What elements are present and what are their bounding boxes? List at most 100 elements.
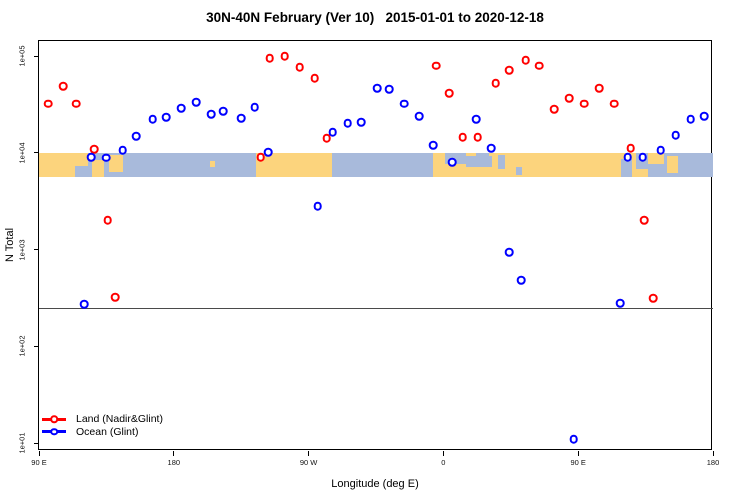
data-point-land: [491, 78, 501, 88]
data-point-ocean: [428, 140, 438, 150]
map-ocean-region: [475, 152, 490, 159]
plot-area: 90 E 180 90 W 0 90 E 180 1e+01 1e+02 1e+03 1e+04 1…: [18, 40, 719, 467]
data-point-ocean: [132, 131, 141, 141]
data-point-land: [505, 65, 514, 75]
data-point-ocean: [250, 102, 259, 112]
data-point-ocean: [400, 99, 409, 109]
map-land-region: [256, 152, 332, 178]
map-ocean-region: [497, 154, 505, 170]
y-tick-mark: [34, 152, 39, 154]
data-point-land: [534, 61, 544, 71]
data-point-ocean: [385, 84, 394, 94]
data-point-land: [458, 132, 468, 142]
data-point-land: [90, 144, 99, 154]
legend-entry-land: Land (Nadir&Glint): [42, 413, 163, 426]
data-point-ocean: [356, 117, 366, 127]
data-point-ocean: [162, 112, 171, 122]
data-point-land: [265, 53, 274, 63]
data-point-land: [103, 215, 113, 225]
data-point-ocean: [313, 201, 322, 211]
data-point-land: [594, 83, 604, 93]
legend: Land (Nadir&Glint) Ocean (Glint): [42, 413, 163, 438]
data-point-ocean: [671, 130, 680, 140]
x-tick-mark: [442, 451, 444, 456]
legend-circle-land-icon: [50, 415, 58, 424]
data-point-ocean: [569, 434, 578, 444]
x-axis-label: Longitude (deg E): [331, 478, 419, 490]
map-ocean-region: [516, 167, 522, 175]
data-point-land: [521, 55, 531, 65]
data-point-land: [280, 51, 289, 61]
data-point-ocean: [148, 114, 158, 124]
data-point-ocean: [87, 152, 96, 162]
data-point-land: [256, 152, 265, 162]
data-point-ocean: [191, 97, 201, 107]
y-tick-label: 1e+04: [17, 142, 27, 164]
data-point-ocean: [516, 275, 526, 285]
world-map-strip: [39, 152, 713, 178]
y-tick-mark: [34, 249, 39, 250]
data-point-ocean: [206, 109, 216, 119]
data-point-land: [579, 99, 589, 109]
data-point-land: [111, 293, 120, 302]
data-point-land: [295, 62, 304, 72]
map-land-region: [109, 155, 123, 173]
data-point-ocean: [487, 143, 496, 153]
data-point-land: [639, 215, 649, 225]
data-point-land: [310, 73, 319, 83]
data-point-ocean: [263, 147, 273, 157]
x-tick-label: 90 W: [299, 458, 318, 467]
data-point-ocean: [686, 114, 695, 124]
x-tick-mark: [173, 451, 175, 456]
x-tick-label: 0: [441, 458, 446, 467]
legend-circle-ocean-icon: [50, 427, 58, 436]
map-ocean-region: [466, 155, 492, 167]
x-tick-mark: [308, 451, 310, 456]
y-tick-mark: [34, 55, 39, 57]
x-tick-mark: [712, 451, 714, 456]
legend-marker-ocean: [42, 427, 66, 437]
data-point-land: [322, 133, 331, 143]
data-point-ocean: [373, 83, 382, 93]
x-tick-label: 180: [706, 458, 720, 467]
map-land-region: [91, 160, 104, 178]
y-tick-mark: [34, 345, 39, 347]
y-tick-mark: [34, 442, 39, 444]
data-point-land: [431, 61, 441, 71]
data-point-ocean: [472, 114, 481, 124]
y-tick-label: 1e+03: [17, 238, 27, 261]
data-point-ocean: [699, 111, 709, 121]
map-land-region: [210, 161, 215, 168]
y-axis-label: N Total: [4, 227, 16, 263]
data-point-ocean: [448, 157, 457, 167]
data-point-land: [445, 88, 454, 98]
data-point-land: [609, 99, 619, 109]
data-point-land: [72, 99, 81, 109]
data-point-ocean: [615, 298, 625, 308]
data-point-land: [626, 143, 635, 153]
data-point-ocean: [118, 145, 128, 155]
x-tick-label: 90 E: [31, 458, 47, 467]
data-point-ocean: [328, 127, 337, 137]
map-ocean-region: [620, 158, 633, 178]
data-point-land: [58, 81, 68, 91]
data-point-ocean: [638, 152, 647, 162]
legend-marker-land: [42, 414, 66, 424]
legend-entry-ocean: Ocean (Glint): [42, 426, 163, 439]
x-tick-label: 90 E: [570, 458, 586, 467]
data-point-ocean: [102, 153, 111, 162]
y-tick-label: 1e+05: [17, 45, 27, 67]
data-point-ocean: [236, 113, 246, 123]
data-point-ocean: [505, 247, 514, 257]
map-ocean-region: [647, 163, 665, 178]
x-tick-label: 180: [167, 458, 181, 467]
y-tick-label: 1e+02: [17, 335, 27, 357]
data-point-ocean: [343, 118, 352, 128]
data-point-land: [549, 104, 559, 114]
data-point-ocean: [218, 106, 228, 116]
data-point-ocean: [623, 152, 632, 162]
data-point-land: [43, 99, 53, 109]
legend-label-ocean: Ocean (Glint): [76, 425, 139, 438]
map-land-region: [667, 156, 678, 174]
